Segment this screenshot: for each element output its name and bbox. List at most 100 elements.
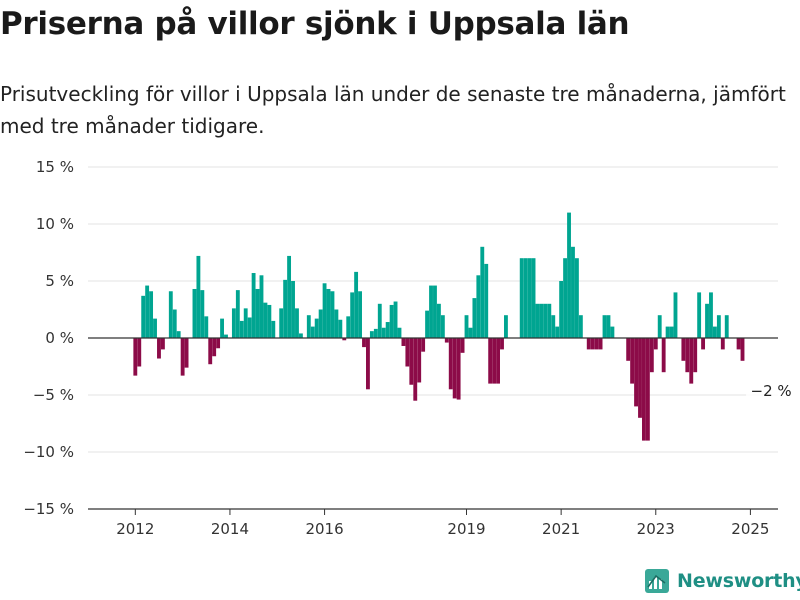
bar-negative xyxy=(586,338,591,350)
bar-positive xyxy=(358,291,362,338)
bar-positive xyxy=(571,246,575,338)
bar-positive xyxy=(433,285,437,338)
bar-positive xyxy=(271,320,276,338)
bar-negative xyxy=(638,338,642,418)
bar-positive xyxy=(310,326,315,338)
bar-positive xyxy=(279,308,284,338)
bar-negative xyxy=(342,338,347,341)
bar-negative xyxy=(720,338,725,350)
bar-negative xyxy=(681,338,686,361)
bar-positive xyxy=(224,334,228,338)
bar-positive xyxy=(389,304,394,338)
bar-positive xyxy=(602,315,607,338)
bar-positive xyxy=(567,212,571,338)
brand-name: Newsworthy xyxy=(677,570,800,592)
bar-positive xyxy=(665,326,670,338)
bar-positive xyxy=(551,315,556,338)
bar-negative xyxy=(736,338,741,350)
bar-positive xyxy=(247,317,252,338)
bar-positive xyxy=(385,322,390,338)
bar-positive xyxy=(440,315,445,338)
labels: 15 % 10 % 5 % 0 % −5 % −10 % −15 % 2012 2014 2016… xyxy=(23,158,797,538)
bar-negative xyxy=(133,338,138,376)
x-tick-label: 2019 xyxy=(447,520,485,538)
bar-positive xyxy=(259,275,264,338)
bar-negative xyxy=(212,338,217,357)
bar-positive xyxy=(200,290,205,338)
newsworthy-brand[interactable]: Newsworthy xyxy=(644,568,800,594)
grid-lines xyxy=(88,166,778,453)
bar-negative xyxy=(630,338,635,384)
bar-positive xyxy=(350,292,355,338)
bar-negative xyxy=(642,338,646,441)
bar-positive xyxy=(472,298,477,338)
bar-negative xyxy=(701,338,706,350)
bar-positive xyxy=(231,308,236,338)
bar-positive xyxy=(145,285,150,338)
bar-negative xyxy=(421,338,426,352)
bar-positive xyxy=(559,281,564,338)
bar-negative xyxy=(590,338,595,350)
bar-positive xyxy=(504,315,508,338)
bar-positive xyxy=(141,295,146,338)
x-tick-label: 2021 xyxy=(542,520,580,538)
bar-positive xyxy=(657,315,662,338)
bar-positive xyxy=(547,303,552,338)
bar-negative xyxy=(366,338,370,390)
bar-positive xyxy=(523,258,528,338)
y-tick-label: −5 % xyxy=(33,386,74,404)
bar-negative xyxy=(137,338,142,367)
bar-positive xyxy=(295,308,299,338)
bar-positive xyxy=(306,315,311,338)
bar-negative xyxy=(405,338,410,367)
bar-positive xyxy=(377,303,382,338)
bar-negative xyxy=(452,338,457,399)
x-tick-label: 2023 xyxy=(637,520,675,538)
bar-positive xyxy=(251,273,256,338)
bar-negative xyxy=(362,338,366,348)
bar-negative xyxy=(157,338,161,359)
bar-negative xyxy=(693,338,698,373)
bar-positive xyxy=(263,302,268,338)
y-tick-label: 10 % xyxy=(36,215,74,233)
bar-positive xyxy=(531,258,536,338)
bar-positive xyxy=(149,291,154,338)
bar-negative xyxy=(401,338,406,346)
y-tick-label: 5 % xyxy=(45,272,74,290)
bar-positive xyxy=(314,318,319,338)
bar-positive xyxy=(397,327,402,338)
bar-positive xyxy=(555,326,560,338)
bar-negative xyxy=(444,338,449,343)
bar-negative xyxy=(409,338,414,385)
bar-positive xyxy=(705,303,709,338)
bar-positive xyxy=(527,258,532,338)
bar-positive xyxy=(369,331,374,338)
bar-positive xyxy=(287,255,292,338)
bar-positive xyxy=(464,315,469,338)
bar-positive xyxy=(709,292,713,338)
bar-positive xyxy=(543,303,548,338)
bar-negative xyxy=(208,338,213,365)
bar-positive xyxy=(610,326,615,338)
bar-positive xyxy=(235,290,240,338)
bar-positive xyxy=(519,258,524,338)
bar-positive xyxy=(326,288,331,338)
bar-negative xyxy=(160,338,165,350)
x-tick-label: 2012 xyxy=(116,520,154,538)
x-tick-label: 2025 xyxy=(731,520,769,538)
annotation-label: −2 % xyxy=(751,382,792,400)
bar-positive xyxy=(606,315,611,338)
bar-negative xyxy=(216,338,221,349)
bar-positive xyxy=(283,279,288,338)
bar-positive xyxy=(480,246,485,338)
bar-positive xyxy=(318,309,323,338)
bar-positive xyxy=(298,333,303,338)
bar-negative xyxy=(184,338,189,368)
bar-positive xyxy=(484,263,489,338)
bar-negative xyxy=(661,338,666,373)
bar-negative xyxy=(594,338,599,350)
bar-positive xyxy=(267,304,272,338)
annotation-background xyxy=(746,378,797,401)
bar-positive xyxy=(716,315,721,338)
bar-positive xyxy=(436,303,441,338)
